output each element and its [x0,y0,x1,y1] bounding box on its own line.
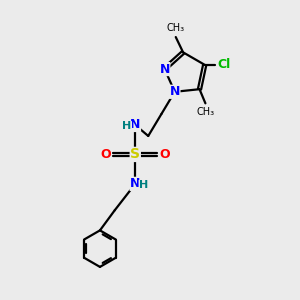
Text: O: O [100,148,111,161]
Text: N: N [159,62,170,76]
Text: H: H [122,122,132,131]
Text: CH₃: CH₃ [167,22,185,33]
Text: O: O [159,148,170,161]
Text: CH₃: CH₃ [196,107,214,117]
Text: N: N [169,85,180,98]
Text: N: N [130,177,140,190]
Text: Cl: Cl [217,58,230,71]
Text: S: S [130,147,140,161]
Text: N: N [130,118,140,131]
Text: H: H [139,180,148,190]
